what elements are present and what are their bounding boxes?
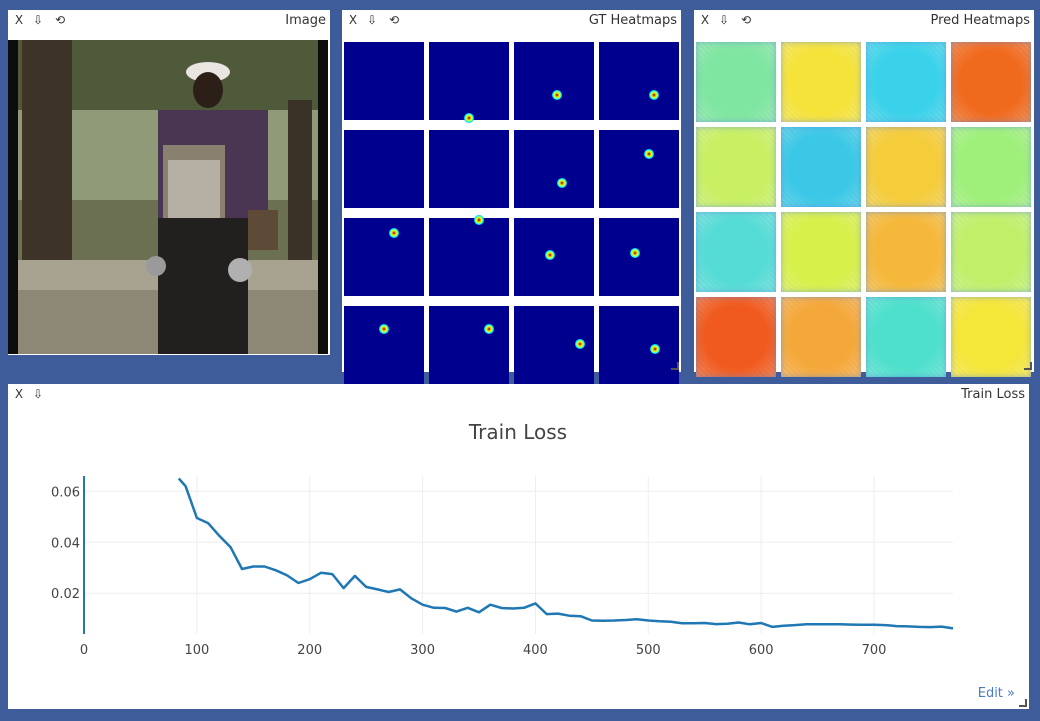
edit-link[interactable]: Edit » xyxy=(977,686,1015,701)
x-tick-label: 700 xyxy=(862,643,887,658)
gt-heatmap-cell xyxy=(344,306,424,384)
pred-heatmap-cell xyxy=(696,127,776,207)
pane-title: GT Heatmaps xyxy=(588,13,677,28)
chart-axes: 0 100 200 300 400 500 600 700 0.02 0.04 0.06 xyxy=(51,476,886,658)
loss-series-line xyxy=(177,477,954,630)
pred-heatmap-cell xyxy=(951,297,1031,377)
download-icon[interactable]: ⇩ xyxy=(32,13,44,27)
y-tick-label: 0.02 xyxy=(51,587,80,602)
gt-heatmap-cell xyxy=(599,42,679,120)
keypoint-spot xyxy=(545,250,555,260)
keypoint-spot xyxy=(464,113,474,123)
download-icon[interactable]: ⇩ xyxy=(32,387,44,401)
pred-heatmap-cell xyxy=(866,42,946,122)
pred-heatmap-cell xyxy=(951,42,1031,122)
pred-heatmap-cell xyxy=(781,42,861,122)
gt-heatmap-cell xyxy=(599,218,679,296)
image-pane-toolbar: X ⇩ ⟲ Image xyxy=(8,10,330,30)
x-tick-label: 300 xyxy=(410,643,435,658)
resize-handle[interactable] xyxy=(671,362,679,370)
pred-heatmap-cell xyxy=(866,212,946,292)
keypoint-spot xyxy=(389,228,399,238)
loss-pane-toolbar: X ⇩ Train Loss xyxy=(8,384,1029,404)
gt-heatmap-cell xyxy=(599,306,679,384)
chart-series xyxy=(177,477,954,630)
close-icon[interactable]: X xyxy=(348,13,358,27)
pred-heatmap-cell xyxy=(696,297,776,377)
pred-heatmap-cell xyxy=(866,127,946,207)
chart-title: Train Loss xyxy=(468,420,567,444)
pred-heatmap-cell xyxy=(951,127,1031,207)
pred-heatmap-cell xyxy=(781,212,861,292)
pred-heatmap-cell xyxy=(781,127,861,207)
gt-heatmaps-pane: X ⇩ ⟲ GT Heatmaps xyxy=(342,10,681,384)
gt-heatmap-cell xyxy=(429,306,509,384)
pred-heatmap-cell xyxy=(696,42,776,122)
train-loss-pane: X ⇩ Train Loss Train Loss 0 100 200 300 400 5… xyxy=(8,384,1029,709)
keypoint-spot xyxy=(484,324,494,334)
pred-heatmap-cell xyxy=(696,212,776,292)
pred-heatmaps-pane: X ⇩ ⟲ Pred Heatmaps xyxy=(694,10,1034,377)
photo-illustration xyxy=(8,40,328,354)
close-icon[interactable]: X xyxy=(700,13,710,27)
y-tick-label: 0.04 xyxy=(51,536,80,551)
gt-heatmap-cell xyxy=(514,42,594,120)
train-loss-chart: Train Loss 0 100 200 300 400 500 600 700 0.02 0.0… xyxy=(51,420,954,658)
gt-heatmap-cell xyxy=(344,218,424,296)
y-tick-label: 0.06 xyxy=(51,485,80,500)
keypoint-spot xyxy=(650,344,660,354)
pred-heatmap-cell xyxy=(951,212,1031,292)
keypoint-spot xyxy=(649,90,659,100)
x-tick-label: 600 xyxy=(749,643,774,658)
gt-heatmap-cell xyxy=(429,215,509,296)
x-tick-label: 100 xyxy=(184,643,209,658)
download-icon[interactable]: ⇩ xyxy=(366,13,378,27)
input-photo xyxy=(8,40,328,354)
gt-heatmap-cell xyxy=(344,130,424,208)
pred-pane-toolbar: X ⇩ ⟲ Pred Heatmaps xyxy=(694,10,1034,30)
reset-icon[interactable]: ⟲ xyxy=(54,13,66,27)
x-tick-label: 200 xyxy=(297,643,322,658)
gt-heatmap-cell xyxy=(599,130,679,208)
pane-title: Train Loss xyxy=(961,387,1025,402)
gt-heatmap-cell xyxy=(514,306,594,384)
x-tick-label: 400 xyxy=(523,643,548,658)
keypoint-spot xyxy=(630,248,640,258)
image-pane: X ⇩ ⟲ Image xyxy=(8,10,330,355)
resize-handle[interactable] xyxy=(1019,699,1027,707)
pane-title: Image xyxy=(285,13,326,28)
pred-heatmap-cell xyxy=(866,297,946,377)
gt-heatmap-cell xyxy=(514,130,594,208)
gt-heatmap-cell xyxy=(429,130,509,208)
pred-heatmap-cell xyxy=(781,297,861,377)
gt-heatmap-cell xyxy=(344,42,424,120)
gt-pane-toolbar: X ⇩ ⟲ GT Heatmaps xyxy=(342,10,681,30)
reset-icon[interactable]: ⟲ xyxy=(388,13,400,27)
close-icon[interactable]: X xyxy=(14,387,24,401)
gt-heatmap-grid xyxy=(344,42,680,384)
close-icon[interactable]: X xyxy=(14,13,24,27)
gt-heatmap-cell xyxy=(429,42,509,123)
chart-grid xyxy=(84,476,953,634)
gt-heatmap-cell xyxy=(514,218,594,296)
keypoint-spot xyxy=(379,324,389,334)
pane-title: Pred Heatmaps xyxy=(930,13,1030,28)
keypoint-spot xyxy=(575,339,585,349)
reset-icon[interactable]: ⟲ xyxy=(740,13,752,27)
keypoint-spot xyxy=(557,178,567,188)
pred-heatmap-grid xyxy=(696,42,1032,377)
keypoint-spot xyxy=(474,215,484,225)
x-tick-label: 500 xyxy=(636,643,661,658)
keypoint-spot xyxy=(644,149,654,159)
keypoint-spot xyxy=(552,90,562,100)
resize-handle[interactable] xyxy=(1024,362,1032,370)
download-icon[interactable]: ⇩ xyxy=(718,13,730,27)
x-tick-label: 0 xyxy=(80,643,88,658)
